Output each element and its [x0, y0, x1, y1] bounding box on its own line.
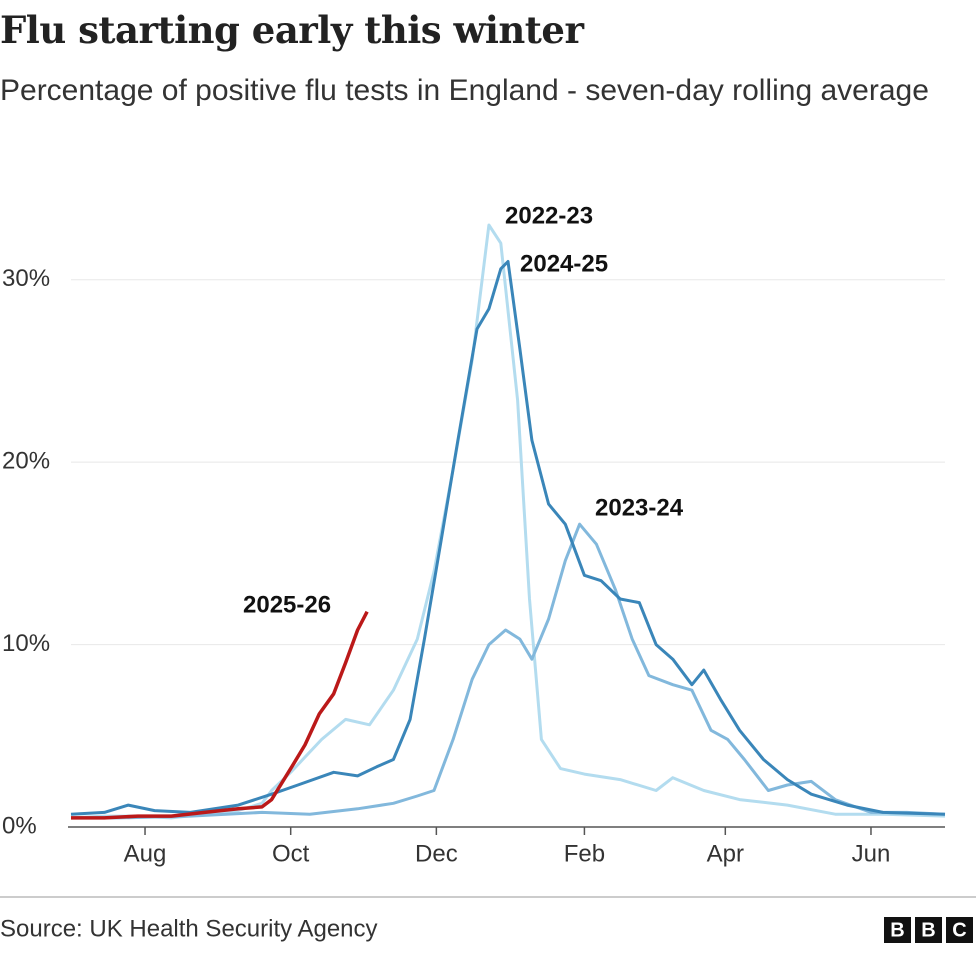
series-label: 2023-24 [595, 494, 684, 521]
series-line [71, 610, 369, 820]
x-tick-label: Dec [415, 840, 458, 867]
logo-box [915, 917, 942, 943]
x-tick-label: Apr [707, 840, 744, 867]
series-line [70, 260, 946, 816]
x-tick-label: Oct [272, 840, 310, 867]
y-tick-label: 0% [2, 812, 37, 839]
series-line [71, 522, 946, 820]
chart-subtitle: Percentage of positive flu tests in Engl… [0, 74, 929, 107]
y-tick-label: 20% [2, 447, 50, 474]
x-tick-label: Jun [852, 840, 891, 867]
logo-letter: B [921, 919, 935, 941]
series-label: 2025-26 [243, 591, 331, 618]
y-tick-label: 30% [2, 265, 50, 292]
series-line [70, 223, 946, 820]
y-tick-label: 10% [2, 630, 50, 657]
logo-letter: B [890, 919, 904, 941]
logo-letter: C [952, 919, 966, 941]
logo-box [884, 917, 911, 943]
x-tick-label: Aug [124, 840, 167, 867]
logo-box [946, 917, 973, 943]
series-label: 2024-25 [520, 250, 608, 277]
source: Source: UK Health Security Agency [0, 915, 378, 942]
series-label: 2022-23 [505, 202, 593, 229]
x-tick-label: Feb [564, 840, 605, 867]
chart-title: Flu starting early this winter [0, 8, 584, 52]
